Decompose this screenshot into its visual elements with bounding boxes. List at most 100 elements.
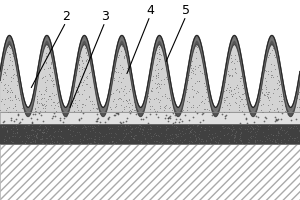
Point bbox=[249, 124, 254, 127]
Point bbox=[78, 54, 83, 57]
Point bbox=[69, 103, 74, 106]
Point bbox=[266, 136, 271, 139]
Point bbox=[1, 83, 6, 86]
Point bbox=[125, 101, 130, 104]
Point bbox=[40, 106, 45, 110]
Point bbox=[238, 139, 243, 142]
Point bbox=[190, 132, 195, 135]
Point bbox=[11, 72, 16, 76]
Point bbox=[58, 119, 63, 122]
Point bbox=[221, 101, 226, 104]
Point bbox=[174, 135, 178, 138]
Point bbox=[2, 71, 7, 74]
Point bbox=[238, 77, 243, 80]
Point bbox=[54, 101, 59, 104]
Point bbox=[152, 131, 157, 134]
Point bbox=[0, 123, 4, 126]
Point bbox=[88, 124, 93, 127]
Point bbox=[284, 110, 288, 114]
Point bbox=[50, 140, 54, 143]
Point bbox=[227, 85, 232, 89]
Point bbox=[175, 135, 180, 138]
Point bbox=[16, 97, 21, 100]
Point bbox=[154, 109, 159, 113]
Point bbox=[30, 132, 35, 135]
Point bbox=[142, 125, 147, 129]
Point bbox=[84, 132, 89, 135]
Point bbox=[223, 80, 228, 83]
Point bbox=[271, 133, 276, 137]
Point bbox=[109, 93, 114, 96]
Point bbox=[5, 97, 10, 100]
Point bbox=[41, 104, 46, 107]
Point bbox=[4, 74, 8, 77]
Point bbox=[52, 103, 57, 106]
Point bbox=[144, 142, 148, 146]
Point bbox=[211, 136, 215, 139]
Point bbox=[149, 134, 154, 137]
Point bbox=[156, 59, 161, 63]
Point bbox=[116, 98, 120, 101]
Point bbox=[200, 100, 205, 103]
Point bbox=[204, 96, 209, 99]
Point bbox=[219, 112, 224, 115]
Point bbox=[278, 133, 283, 136]
Point bbox=[132, 136, 137, 139]
Point bbox=[276, 94, 281, 97]
Point bbox=[36, 106, 40, 109]
Point bbox=[276, 117, 280, 120]
Point bbox=[189, 88, 194, 91]
Point bbox=[194, 45, 199, 48]
Point bbox=[147, 96, 152, 100]
Point bbox=[233, 140, 238, 143]
Point bbox=[236, 86, 240, 89]
Point bbox=[150, 134, 155, 138]
Point bbox=[259, 110, 264, 113]
Point bbox=[195, 90, 200, 93]
Point bbox=[107, 131, 112, 135]
Point bbox=[42, 102, 46, 105]
Point bbox=[158, 141, 163, 145]
Point bbox=[63, 113, 68, 116]
Point bbox=[24, 131, 29, 134]
Point bbox=[197, 64, 202, 67]
Point bbox=[273, 67, 278, 70]
Point bbox=[84, 57, 89, 61]
Point bbox=[202, 81, 206, 85]
Point bbox=[268, 76, 273, 79]
Point bbox=[274, 87, 279, 90]
Point bbox=[241, 93, 246, 96]
Point bbox=[285, 132, 290, 136]
Point bbox=[188, 131, 192, 134]
Point bbox=[79, 55, 84, 58]
Point bbox=[85, 75, 89, 78]
Point bbox=[189, 106, 194, 109]
Point bbox=[233, 132, 238, 135]
Point bbox=[10, 51, 14, 55]
Point bbox=[146, 142, 151, 145]
Point bbox=[71, 94, 76, 97]
Point bbox=[276, 133, 280, 137]
Point bbox=[163, 92, 167, 95]
Point bbox=[44, 142, 48, 145]
Point bbox=[282, 131, 287, 135]
Point bbox=[271, 75, 275, 79]
Point bbox=[37, 127, 42, 130]
Point bbox=[128, 87, 133, 91]
Point bbox=[43, 89, 47, 92]
Point bbox=[85, 82, 90, 85]
Point bbox=[172, 142, 177, 145]
Point bbox=[242, 142, 247, 145]
Point bbox=[138, 140, 143, 143]
Point bbox=[231, 87, 236, 90]
Point bbox=[0, 125, 4, 128]
Point bbox=[238, 138, 243, 142]
Point bbox=[196, 66, 200, 69]
Point bbox=[262, 115, 267, 119]
Point bbox=[149, 88, 154, 92]
Point bbox=[44, 90, 49, 93]
Point bbox=[100, 138, 105, 141]
Point bbox=[229, 88, 233, 91]
Point bbox=[146, 127, 150, 130]
Point bbox=[173, 134, 178, 137]
